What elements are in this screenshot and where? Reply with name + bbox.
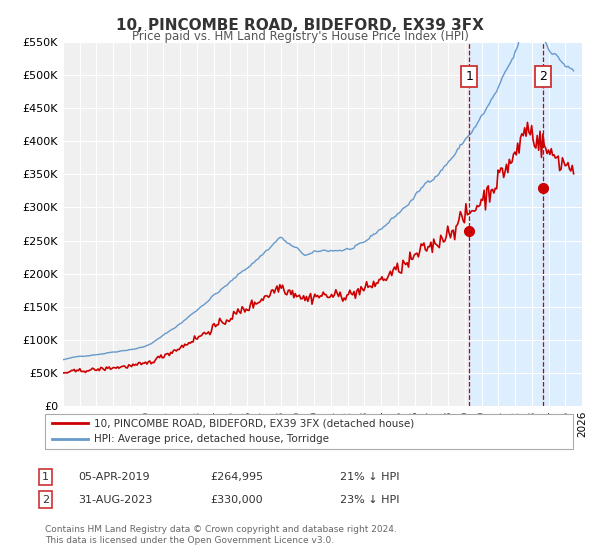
Text: HPI: Average price, detached house, Torridge: HPI: Average price, detached house, Torr… xyxy=(94,434,329,444)
Text: 31-AUG-2023: 31-AUG-2023 xyxy=(79,494,153,505)
Text: £330,000: £330,000 xyxy=(211,494,263,505)
Text: 10, PINCOMBE ROAD, BIDEFORD, EX39 3FX (detached house): 10, PINCOMBE ROAD, BIDEFORD, EX39 3FX (d… xyxy=(94,418,415,428)
Text: £264,995: £264,995 xyxy=(211,472,264,482)
Text: 1: 1 xyxy=(466,70,473,83)
Text: Price paid vs. HM Land Registry's House Price Index (HPI): Price paid vs. HM Land Registry's House … xyxy=(131,30,469,43)
Text: 2: 2 xyxy=(539,70,547,83)
Text: Contains HM Land Registry data © Crown copyright and database right 2024.
This d: Contains HM Land Registry data © Crown c… xyxy=(45,525,397,545)
Text: 05-APR-2019: 05-APR-2019 xyxy=(79,472,150,482)
Text: 10, PINCOMBE ROAD, BIDEFORD, EX39 3FX: 10, PINCOMBE ROAD, BIDEFORD, EX39 3FX xyxy=(116,18,484,33)
Text: 2: 2 xyxy=(42,494,49,505)
Text: 21% ↓ HPI: 21% ↓ HPI xyxy=(340,472,399,482)
Bar xyxy=(469,42,582,406)
Text: 1: 1 xyxy=(42,472,49,482)
Text: 23% ↓ HPI: 23% ↓ HPI xyxy=(340,494,399,505)
